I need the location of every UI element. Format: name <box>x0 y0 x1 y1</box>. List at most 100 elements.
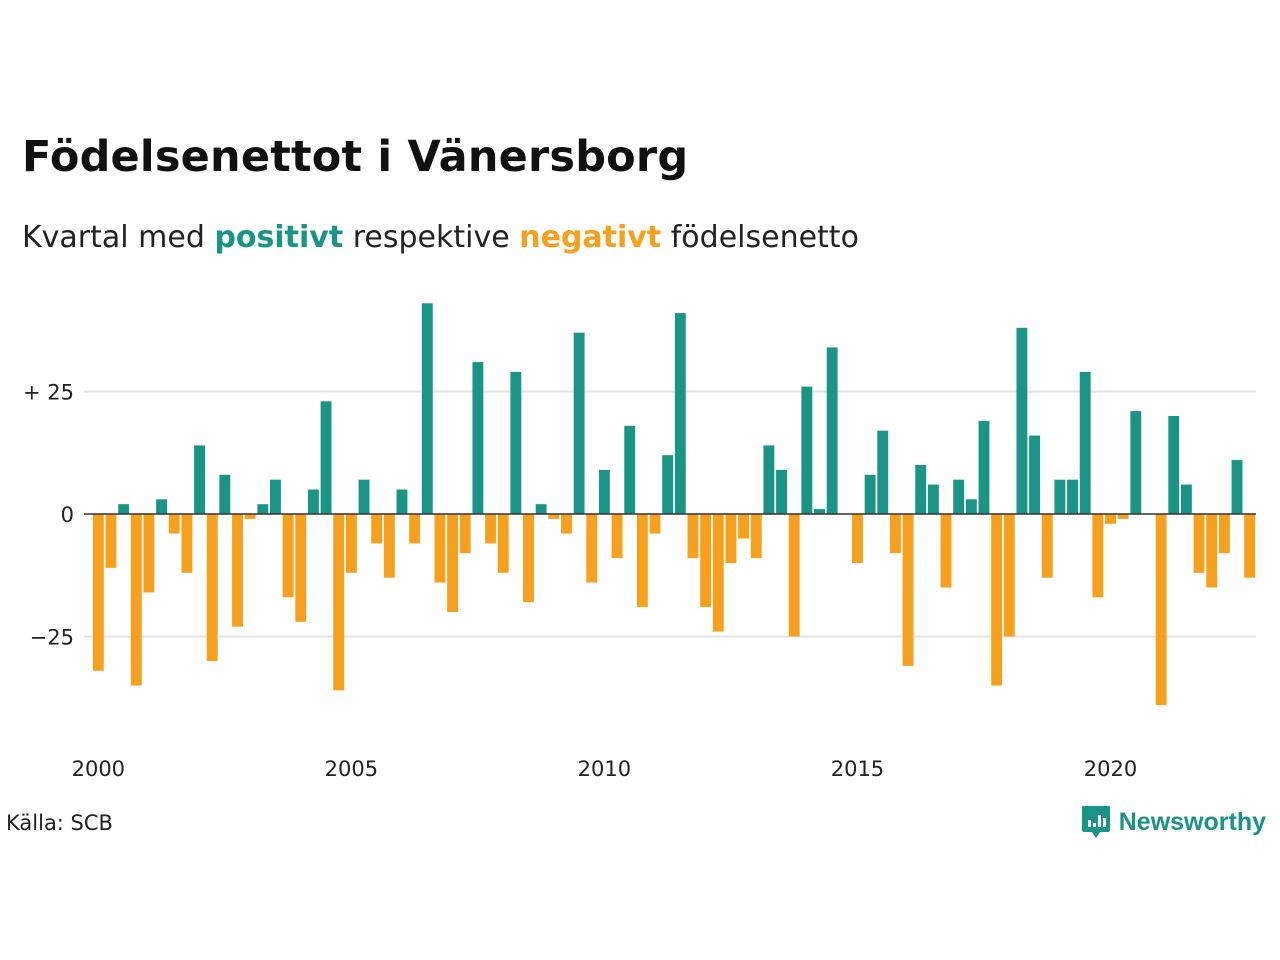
bar-negative: 2016 Q4 <box>940 514 952 588</box>
bar-positive: 2006 Q1 <box>396 489 408 514</box>
bar-negative: 2022 Q4 <box>1244 514 1256 578</box>
bar-negative: 2000 Q2 <box>105 514 117 568</box>
bar-negative: 2015 Q4 <box>889 514 901 554</box>
bar-positive: 2010 Q3 <box>624 425 636 514</box>
x-tick-label: 2005 <box>325 757 378 781</box>
bar-positive: 2010 Q1 <box>598 469 610 514</box>
chart-subtitle: Kvartal med positivt respektive negativt… <box>22 220 859 255</box>
bar-negative: 2001 Q3 <box>168 514 180 534</box>
bar-negative: 2002 Q4 <box>232 514 243 627</box>
y-tick-label: 0 <box>61 503 74 527</box>
bar-negative: 2010 Q4 <box>636 514 648 608</box>
grid-layer <box>84 390 1256 638</box>
bar-positive: 2011 Q2 <box>662 455 674 514</box>
bar-negative: 2020 Q1 <box>1105 514 1116 524</box>
bar-positive: 2017 Q1 <box>953 479 965 514</box>
bar-negative: 2005 Q1 <box>345 514 357 573</box>
bar-positive: 2014 Q1 <box>801 386 813 514</box>
subtitle-text-1: Kvartal med <box>22 220 205 255</box>
axis-layer: + 25 0 −25 2000 2005 2010 2015 2020 <box>23 381 1256 781</box>
bar-negative: 2012 Q2 <box>712 514 724 632</box>
bar-positive: 2008 Q4 <box>535 504 547 514</box>
bar-positive: 2019 Q3 <box>1079 371 1091 514</box>
subtitle-negative-word: negativt <box>519 220 662 255</box>
bar-positive: 2002 Q1 <box>194 445 205 514</box>
bar-negative: 2013 Q1 <box>750 514 762 559</box>
x-tick-label: 2000 <box>72 757 125 781</box>
y-tick-label: + 25 <box>23 381 74 405</box>
bar-positive: 2020 Q3 <box>1130 411 1142 514</box>
bar-negative: 2007 Q4 <box>485 514 496 544</box>
bar-negative: 2012 Q1 <box>700 514 712 608</box>
bar-negative: 2017 Q4 <box>991 514 1003 686</box>
bar-negative: 2010 Q2 <box>611 514 623 559</box>
bar-negative: 2022 Q1 <box>1206 514 1218 588</box>
bar-negative: 2006 Q2 <box>409 514 421 544</box>
bar-negative: 2011 Q4 <box>687 514 699 559</box>
bar-positive: 2004 Q3 <box>320 401 332 514</box>
bar-negative: 2021 Q1 <box>1155 514 1167 706</box>
bar-positive: 2017 Q2 <box>965 499 977 514</box>
bar-positive: 2007 Q3 <box>472 362 484 514</box>
bar-negative: 2022 Q2 <box>1218 514 1230 554</box>
chart-title: Födelsenettot i Vänersborg <box>22 132 689 182</box>
bar-positive: 2021 Q2 <box>1168 416 1180 514</box>
bar-positive: 2021 Q3 <box>1180 484 1192 514</box>
bar-negative: 2009 Q2 <box>561 514 572 534</box>
y-tick-label: −25 <box>30 626 74 650</box>
bar-positive: 2006 Q3 <box>421 303 433 514</box>
bar-positive: 2022 Q3 <box>1231 460 1243 514</box>
brand: Newsworthy <box>1081 804 1266 840</box>
bar-negative: 2012 Q3 <box>725 514 737 563</box>
bar-positive: 2000 Q3 <box>118 504 130 514</box>
bar-negative: 2018 Q1 <box>1003 514 1015 637</box>
x-tick-label: 2020 <box>1084 757 1137 781</box>
bar-positive: 2013 Q3 <box>776 469 787 514</box>
bar-negative: 2008 Q1 <box>497 514 509 573</box>
x-tick-label: 2015 <box>831 757 884 781</box>
bar-positive: 2019 Q2 <box>1067 479 1078 514</box>
bar-positive: 2018 Q2 <box>1016 327 1028 514</box>
bar-negative: 2006 Q4 <box>434 514 446 583</box>
subtitle-positive-word: positivt <box>214 220 344 255</box>
subtitle-text-2: respektive <box>352 220 510 255</box>
bar-positive: 2001 Q2 <box>156 499 168 514</box>
brand-name: Newsworthy <box>1118 807 1266 836</box>
bar-positive: 2014 Q3 <box>826 347 838 514</box>
bar-positive: 2005 Q2 <box>358 479 370 514</box>
bar-negative: 2004 Q4 <box>333 514 345 691</box>
bar-negative: 2009 Q1 <box>548 514 560 519</box>
bar-negative: 2013 Q4 <box>788 514 800 637</box>
bar-positive: 2003 Q3 <box>270 479 281 514</box>
bar-negative: 2003 Q4 <box>282 514 294 598</box>
bar-negative: 2005 Q4 <box>383 514 395 578</box>
bar-negative: 2009 Q4 <box>586 514 598 583</box>
bar-positive: 2016 Q3 <box>927 484 939 514</box>
bar-negative: 2007 Q1 <box>447 514 459 612</box>
bar-negative: 2003 Q1 <box>244 514 256 519</box>
bar-negative: 2011 Q1 <box>649 514 661 534</box>
bar-positive: 2019 Q1 <box>1054 479 1066 514</box>
bar-positive: 2008 Q2 <box>510 371 522 514</box>
bar-positive: 2002 Q3 <box>219 474 231 514</box>
bar-negative: 2001 Q1 <box>143 514 155 593</box>
x-tick-label: 2010 <box>578 757 631 781</box>
bar-negative: 2018 Q4 <box>1041 514 1053 578</box>
bar-negative: 2016 Q1 <box>902 514 914 666</box>
source-label: Källa: SCB <box>6 811 113 835</box>
bar-positive: 2016 Q2 <box>915 465 927 514</box>
bar-negative: 2015 Q1 <box>852 514 863 563</box>
bar-positive: 2018 Q3 <box>1029 435 1041 514</box>
bar-positive: 2004 Q2 <box>307 489 319 514</box>
bar-negative: 2002 Q2 <box>206 514 218 661</box>
bar-positive: 2017 Q3 <box>978 420 990 514</box>
bar-negative: 2000 Q1 <box>92 514 104 671</box>
bar-positive: 2013 Q2 <box>763 445 775 514</box>
bar-negative: 2008 Q3 <box>523 514 534 603</box>
bar-layer: 2000 Q12000 Q22000 Q32000 Q42001 Q12001 … <box>92 303 1256 706</box>
bar-negative: 2019 Q4 <box>1092 514 1104 598</box>
bar-positive: 2015 Q2 <box>864 474 876 514</box>
bar-positive: 2003 Q2 <box>257 504 269 514</box>
bar-negative: 2000 Q4 <box>130 514 142 686</box>
